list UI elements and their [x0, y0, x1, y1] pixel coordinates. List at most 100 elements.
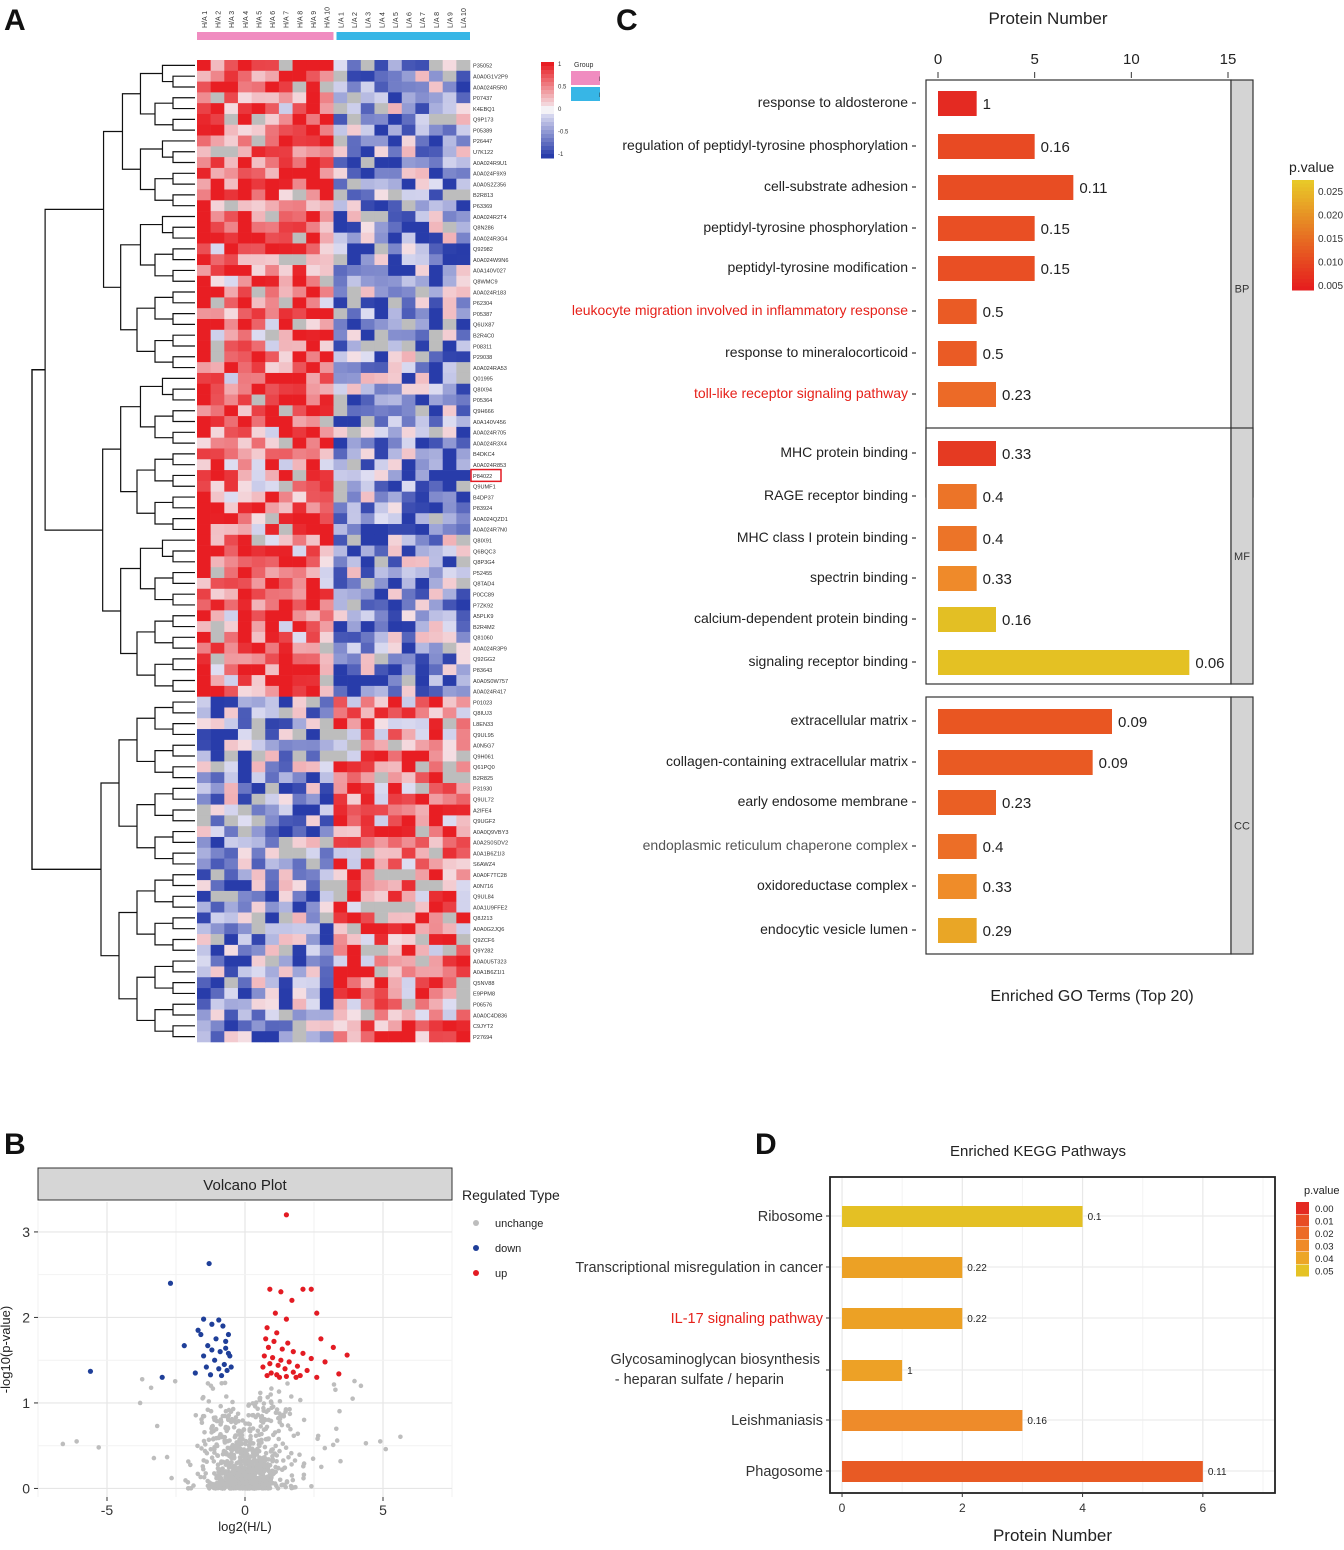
heatmap-cell	[442, 642, 457, 654]
heatmap-cell	[347, 243, 362, 255]
heatmap-cell	[237, 211, 252, 223]
point-up	[330, 1344, 336, 1350]
heatmap-cell	[306, 243, 321, 255]
heatmap-cell	[292, 664, 307, 676]
point-unchange	[206, 1437, 212, 1443]
heatmap-cell	[278, 81, 293, 93]
heatmap-cell	[210, 189, 225, 201]
point-up	[270, 1355, 276, 1361]
heatmap-cell	[237, 545, 252, 557]
heatmap-cell	[292, 211, 307, 223]
heatmap-cell	[347, 502, 362, 514]
heatmap-cell	[360, 826, 375, 838]
heatmap-cell	[333, 815, 348, 827]
heatmap-cell	[347, 135, 362, 147]
y-category-label: early endosome membrane	[738, 793, 909, 809]
heatmap-cell	[319, 394, 334, 406]
row-label: P08311	[473, 344, 492, 350]
heatmap-cell	[347, 459, 362, 471]
heatmap-cell	[306, 232, 321, 244]
point-unchange	[226, 1417, 231, 1423]
heatmap-cell	[429, 178, 443, 190]
heatmap-cell	[197, 707, 211, 719]
point-down	[195, 1327, 201, 1333]
heatmap-cell	[319, 135, 334, 147]
heatmap-cell	[333, 243, 348, 255]
heatmap-cell	[251, 308, 266, 320]
heatmap-cell	[210, 556, 225, 568]
heatmap-cell	[415, 750, 430, 762]
point-unchange	[229, 1448, 235, 1453]
heatmap-cell	[210, 577, 225, 590]
heatmap-cell	[429, 545, 443, 557]
colorbar-step	[1292, 235, 1314, 240]
heatmap-cell	[374, 243, 389, 255]
heatmap-cell	[265, 556, 280, 568]
heatmap-cell	[401, 944, 416, 956]
heatmap-cell	[347, 221, 362, 233]
heatmap-cell	[388, 826, 403, 838]
heatmap-cell	[278, 243, 293, 255]
heatmap-cell	[306, 1031, 321, 1043]
heatmap-cell	[265, 610, 280, 622]
heatmap-cell	[360, 998, 375, 1010]
heatmap-cell	[374, 750, 389, 762]
heatmap-cell	[456, 685, 471, 697]
heatmap-cell	[197, 664, 211, 676]
point-up	[300, 1286, 306, 1292]
heatmap-cell	[401, 955, 416, 967]
point-up	[275, 1362, 281, 1368]
heatmap-cell	[388, 783, 403, 795]
point-up	[293, 1374, 299, 1380]
heatmap-cell	[224, 372, 239, 385]
point-unchange	[275, 1486, 281, 1491]
heatmap-cell	[347, 200, 362, 212]
heatmap-cell	[265, 934, 280, 946]
heatmap-cell	[237, 297, 252, 309]
heatmap-cell	[224, 189, 239, 201]
heatmap-cell	[333, 664, 348, 676]
heatmap-cell	[237, 750, 252, 762]
heatmap-cell	[224, 60, 239, 72]
heatmap-cell	[442, 653, 457, 665]
heatmap-cell	[456, 772, 471, 784]
point-unchange	[253, 1400, 259, 1405]
row-label: S6AWZ4	[473, 862, 495, 868]
point-unchange	[210, 1386, 216, 1391]
dendrogram-branch	[154, 706, 173, 730]
dendrogram-branch	[121, 93, 141, 170]
heatmap-cell	[456, 254, 471, 266]
heatmap-cell	[388, 146, 403, 158]
row-label: A0A024R5R0	[473, 85, 507, 91]
heatmap-cell	[251, 286, 266, 298]
point-unchange	[266, 1436, 271, 1442]
heatmap-cell	[265, 513, 280, 525]
heatmap-cell	[401, 178, 416, 190]
heatmap-cell	[319, 221, 334, 233]
heatmap-cell	[442, 772, 457, 784]
heatmap-cell	[278, 977, 293, 989]
heatmap-cell	[224, 901, 239, 913]
heatmap-cell	[388, 135, 403, 147]
heatmap-cell	[319, 934, 334, 946]
heatmap-cell	[224, 221, 239, 233]
heatmap-cell	[197, 836, 211, 849]
heatmap-cell	[265, 113, 280, 126]
heatmap-cell	[292, 113, 307, 126]
heatmap-cell	[360, 426, 375, 438]
heatmap-cell	[456, 232, 471, 244]
bar-annotation: 0.5	[983, 304, 1004, 321]
heatmap-cell	[415, 718, 430, 730]
heatmap-cell	[333, 944, 348, 956]
heatmap-cell	[306, 286, 321, 298]
point-unchange	[224, 1476, 229, 1482]
row-label: Q9ZCF6	[473, 938, 494, 944]
row-label: Q8TAD4	[473, 582, 494, 588]
heatmap-cell	[388, 772, 403, 784]
heatmap-cell	[374, 329, 389, 341]
heatmap-cell	[429, 944, 443, 956]
heatmap-cell	[374, 502, 389, 514]
dendrogram-branch	[172, 312, 195, 325]
heatmap-cell	[210, 923, 225, 935]
heatmap-cell	[265, 534, 280, 546]
